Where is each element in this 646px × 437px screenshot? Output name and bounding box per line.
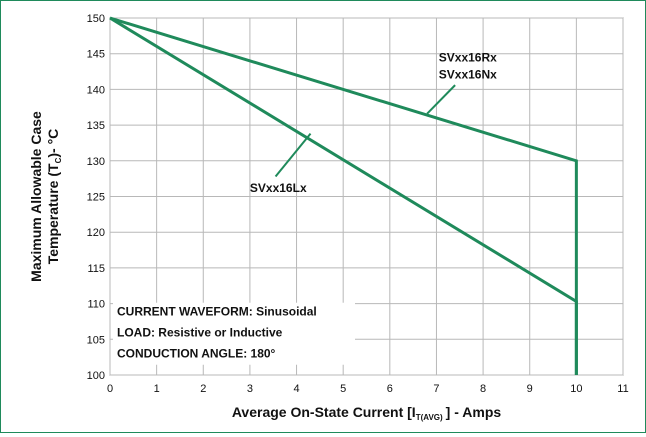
leader-line-1 bbox=[426, 84, 456, 115]
y-tick-label: 120 bbox=[87, 227, 105, 239]
x-tick-label: 11 bbox=[617, 383, 628, 395]
series-labels: SVxx16Rx SVxx16Nx SVxx16Lx bbox=[250, 51, 497, 196]
y-axis-title-line1: Maximum Allowable Case bbox=[28, 111, 44, 282]
y-tick-label: 130 bbox=[87, 156, 105, 168]
x-tick-label: 7 bbox=[433, 383, 439, 395]
x-tick-label: 0 bbox=[107, 383, 113, 395]
y-axis-title-line2: Temperature (TC)- °C bbox=[45, 129, 63, 265]
series-label: SVxx16Nx bbox=[439, 68, 497, 82]
series-label: SVxx16Rx bbox=[439, 51, 497, 65]
x-tick-label: 1 bbox=[154, 383, 160, 395]
y-tick-label: 125 bbox=[87, 192, 105, 204]
series-label: SVxx16Lx bbox=[250, 181, 307, 195]
x-tick-label: 2 bbox=[200, 383, 206, 395]
y-tick-label: 105 bbox=[87, 334, 105, 346]
x-tick-label: 5 bbox=[340, 383, 346, 395]
x-axis-title-tail: ] - Amps bbox=[446, 404, 502, 420]
x-tick-label: 9 bbox=[527, 383, 533, 395]
y-axis-title-sub: C bbox=[54, 157, 63, 163]
label-leaders bbox=[274, 84, 456, 178]
x-axis-title: Average On-State Current [IT(AVG)] - Amp… bbox=[232, 404, 502, 422]
y-tick-label: 145 bbox=[87, 49, 105, 61]
x-tick-label: 8 bbox=[480, 383, 486, 395]
y-tick-label: 115 bbox=[87, 263, 105, 275]
annotation-line: CURRENT WAVEFORM: Sinusoidal bbox=[117, 305, 317, 319]
x-tick-label: 10 bbox=[570, 383, 582, 395]
annotation-background bbox=[112, 302, 355, 365]
y-axis-title-tail: )- °C bbox=[45, 129, 61, 158]
annotation-line: CONDUCTION ANGLE: 180° bbox=[117, 347, 276, 361]
series-line-2 bbox=[109, 16, 578, 375]
y-tick-labels: 100 105 110 115 120 125 130 135 140 145 150 bbox=[87, 13, 105, 382]
y-tick-label: 110 bbox=[87, 299, 105, 311]
x-tick-label: 6 bbox=[387, 383, 393, 395]
x-tick-label: 3 bbox=[247, 383, 253, 395]
leader-line-2 bbox=[274, 133, 312, 178]
y-tick-label: 135 bbox=[87, 120, 105, 132]
y-tick-label: 140 bbox=[87, 84, 105, 96]
y-axis-title-main: Temperature (T bbox=[45, 163, 61, 264]
x-tick-label: 4 bbox=[293, 383, 299, 395]
x-axis-title-main: Average On-State Current [I bbox=[232, 404, 416, 420]
annotation-line: LOAD: Resistive or Inductive bbox=[117, 326, 283, 340]
y-tick-label: 100 bbox=[87, 370, 105, 382]
x-axis-title-sub: T(AVG) bbox=[416, 413, 443, 422]
x-tick-labels: 0 1 2 3 4 5 6 7 8 9 10 11 bbox=[107, 383, 629, 395]
annotation-block: CURRENT WAVEFORM: Sinusoidal LOAD: Resist… bbox=[112, 302, 355, 365]
series-lines bbox=[109, 16, 578, 375]
y-tick-label: 150 bbox=[87, 13, 105, 25]
